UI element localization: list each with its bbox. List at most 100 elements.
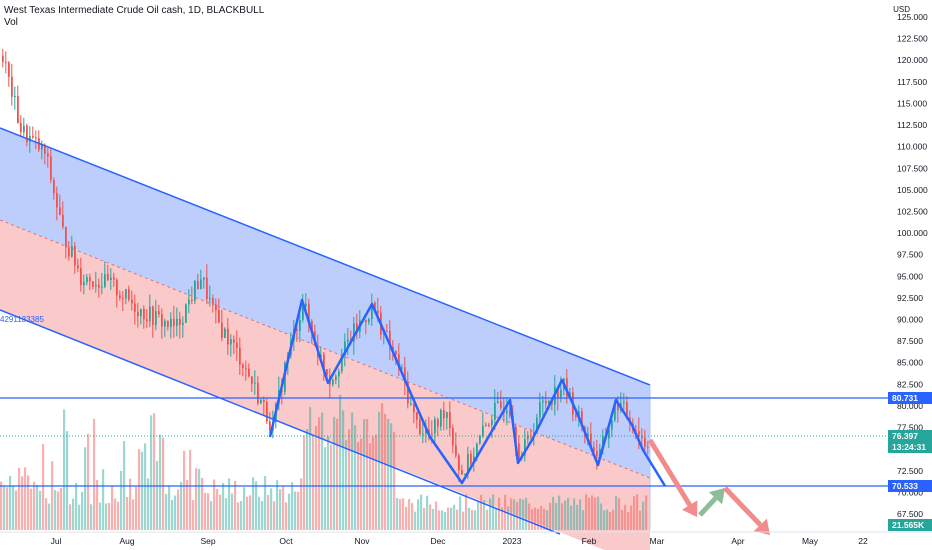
candle-body (188, 299, 190, 305)
candle-body (341, 355, 343, 372)
volume-bar (135, 486, 138, 530)
candle-body (50, 156, 52, 180)
candle-body (476, 443, 478, 457)
candle-body (440, 410, 442, 427)
price-tag (888, 392, 932, 404)
y-tick-label: 90.000 (897, 315, 923, 325)
candle-body (215, 304, 217, 311)
candle-body (56, 192, 58, 208)
candle-body (491, 419, 493, 425)
candle-body (104, 274, 106, 287)
projection-arrow-down-1-head (682, 500, 698, 517)
volume-bar (486, 509, 489, 530)
candle-body (233, 339, 235, 343)
candle-body (269, 421, 271, 431)
volume-bar (537, 508, 540, 530)
candle-body (131, 299, 133, 304)
candle-body (638, 431, 640, 437)
y-tick-label: 115.000 (897, 98, 927, 108)
candle-body (236, 342, 238, 348)
volume-bar (576, 504, 579, 530)
volume-bar (225, 498, 228, 530)
volume-bar (9, 475, 12, 530)
volume-bar (513, 499, 516, 530)
candle-body (458, 455, 460, 471)
volume-bar (627, 511, 630, 530)
price-tag (888, 519, 932, 531)
volume-bar (150, 415, 153, 530)
volume-bar (153, 413, 156, 530)
candle-body (467, 453, 469, 475)
candle-body (539, 402, 541, 418)
volume-bar (60, 488, 63, 530)
y-tick-label: 110.000 (897, 142, 927, 152)
volume-bar (246, 496, 249, 530)
candle-body (212, 298, 214, 305)
candle-body (323, 354, 325, 370)
volume-bar (390, 423, 393, 530)
candle-body (62, 214, 64, 227)
volume-bar (159, 434, 162, 530)
volume-bar (468, 507, 471, 530)
volume-bar (561, 503, 564, 530)
volume-bar (351, 412, 354, 530)
volume-indicator-label[interactable]: Vol (4, 17, 18, 28)
candle-body (158, 311, 160, 315)
candle-body (557, 386, 559, 398)
candle-body (299, 319, 301, 332)
candle-body (239, 347, 241, 365)
channel-lower-zone (0, 220, 650, 550)
x-tick-label: May (802, 536, 819, 546)
symbol-title[interactable]: West Texas Intermediate Crude Oil cash, … (4, 5, 265, 16)
volume-bar (447, 507, 450, 530)
volume-bar (558, 495, 561, 530)
candle-body (14, 95, 16, 97)
volume-bar (186, 480, 189, 530)
volume-bar (33, 481, 36, 530)
candle-body (401, 367, 403, 369)
candle-body (182, 322, 184, 325)
projection-arrow-down-2-head (753, 518, 770, 535)
volume-bar (177, 489, 180, 530)
volume-bar (378, 411, 381, 530)
candle-body (608, 429, 610, 439)
candle-body (416, 412, 418, 420)
price-tag-label: 80.731 (892, 393, 918, 403)
volume-bar (75, 482, 78, 530)
candle-body (254, 382, 256, 384)
volume-bar (312, 434, 315, 530)
candle-body (536, 417, 538, 433)
projection-arrow-up-shaft (698, 496, 718, 517)
candle-body (161, 314, 163, 327)
candle-body (326, 369, 328, 376)
y-tick-label: 120.000 (897, 55, 928, 65)
volume-bar (414, 511, 417, 530)
volume-bar (345, 440, 348, 530)
candle-body (209, 298, 211, 300)
volume-bar (348, 429, 351, 530)
candle-body (26, 125, 28, 143)
volume-bar (450, 507, 453, 530)
volume-bar (204, 492, 207, 530)
volume-bar (306, 429, 309, 530)
volume-bar (117, 501, 120, 530)
candle-body (542, 400, 544, 403)
candle-body (356, 323, 358, 332)
channel-lower-line (0, 309, 561, 535)
volume-bar (396, 497, 399, 530)
volume-bar (72, 498, 75, 530)
candle-body (413, 403, 415, 413)
volume-bar (588, 497, 591, 530)
candle-body (155, 311, 157, 326)
volume-bar (189, 449, 192, 530)
x-tick-label: Feb (582, 536, 597, 546)
volume-bar (144, 443, 147, 530)
x-tick-label: Nov (354, 536, 370, 546)
volume-bar (324, 447, 327, 530)
candle-body (245, 368, 247, 370)
volume-bar (309, 407, 312, 530)
volume-bar (570, 505, 573, 530)
candle-body (44, 144, 46, 154)
volume-bar (90, 504, 93, 530)
